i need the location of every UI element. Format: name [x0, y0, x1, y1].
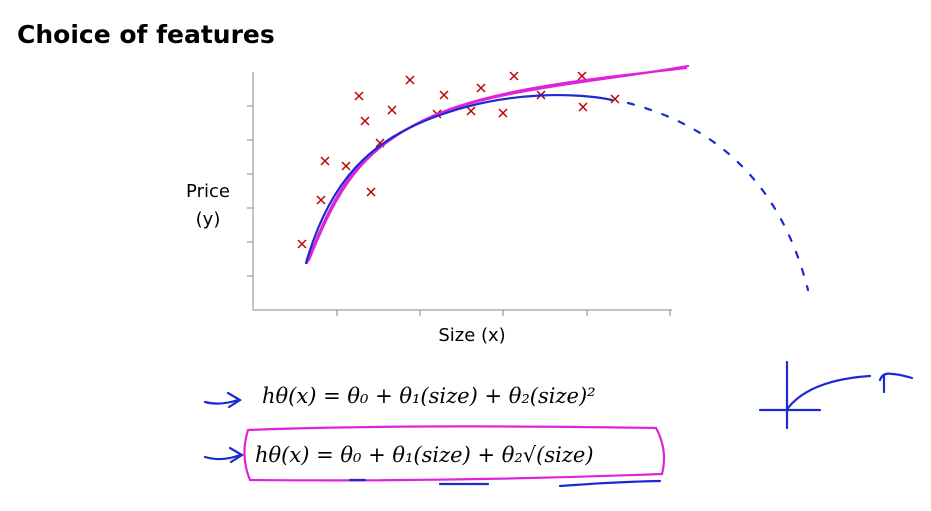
underline — [348, 478, 662, 488]
arrow — [203, 391, 243, 409]
cross-marker — [509, 71, 519, 81]
cross-marker — [476, 83, 486, 93]
cross-marker — [466, 106, 476, 116]
y-label: (y) — [196, 209, 221, 230]
cross-marker — [405, 75, 415, 85]
y-label: Price — [186, 181, 230, 202]
cross-marker — [366, 187, 376, 197]
cross-marker — [439, 90, 449, 100]
cross-marker — [354, 91, 364, 101]
axes — [247, 72, 672, 316]
data-points — [297, 71, 620, 249]
cross-marker — [297, 239, 307, 249]
cross-marker — [498, 108, 508, 118]
cross-marker — [341, 161, 351, 171]
x-label: Size (x) — [438, 325, 505, 346]
cross-marker — [360, 116, 370, 126]
cross-marker — [610, 94, 620, 104]
cross-marker — [316, 195, 326, 205]
cross-marker — [577, 71, 587, 81]
highlight-box — [243, 425, 666, 482]
cross-marker — [320, 156, 330, 166]
extrapolation — [626, 101, 810, 292]
formula: hθ(x) = θ₀ + θ₁(size) + θ₂(size)² — [262, 384, 596, 408]
fit-curve — [304, 93, 614, 265]
sketch — [758, 360, 914, 430]
arrow — [203, 446, 245, 464]
title: Choice of features — [17, 20, 275, 49]
fit-curve — [307, 66, 688, 262]
cross-marker — [578, 102, 588, 112]
formula: hθ(x) = θ₀ + θ₁(size) + θ₂√(size) — [255, 443, 594, 467]
cross-marker — [387, 105, 397, 115]
